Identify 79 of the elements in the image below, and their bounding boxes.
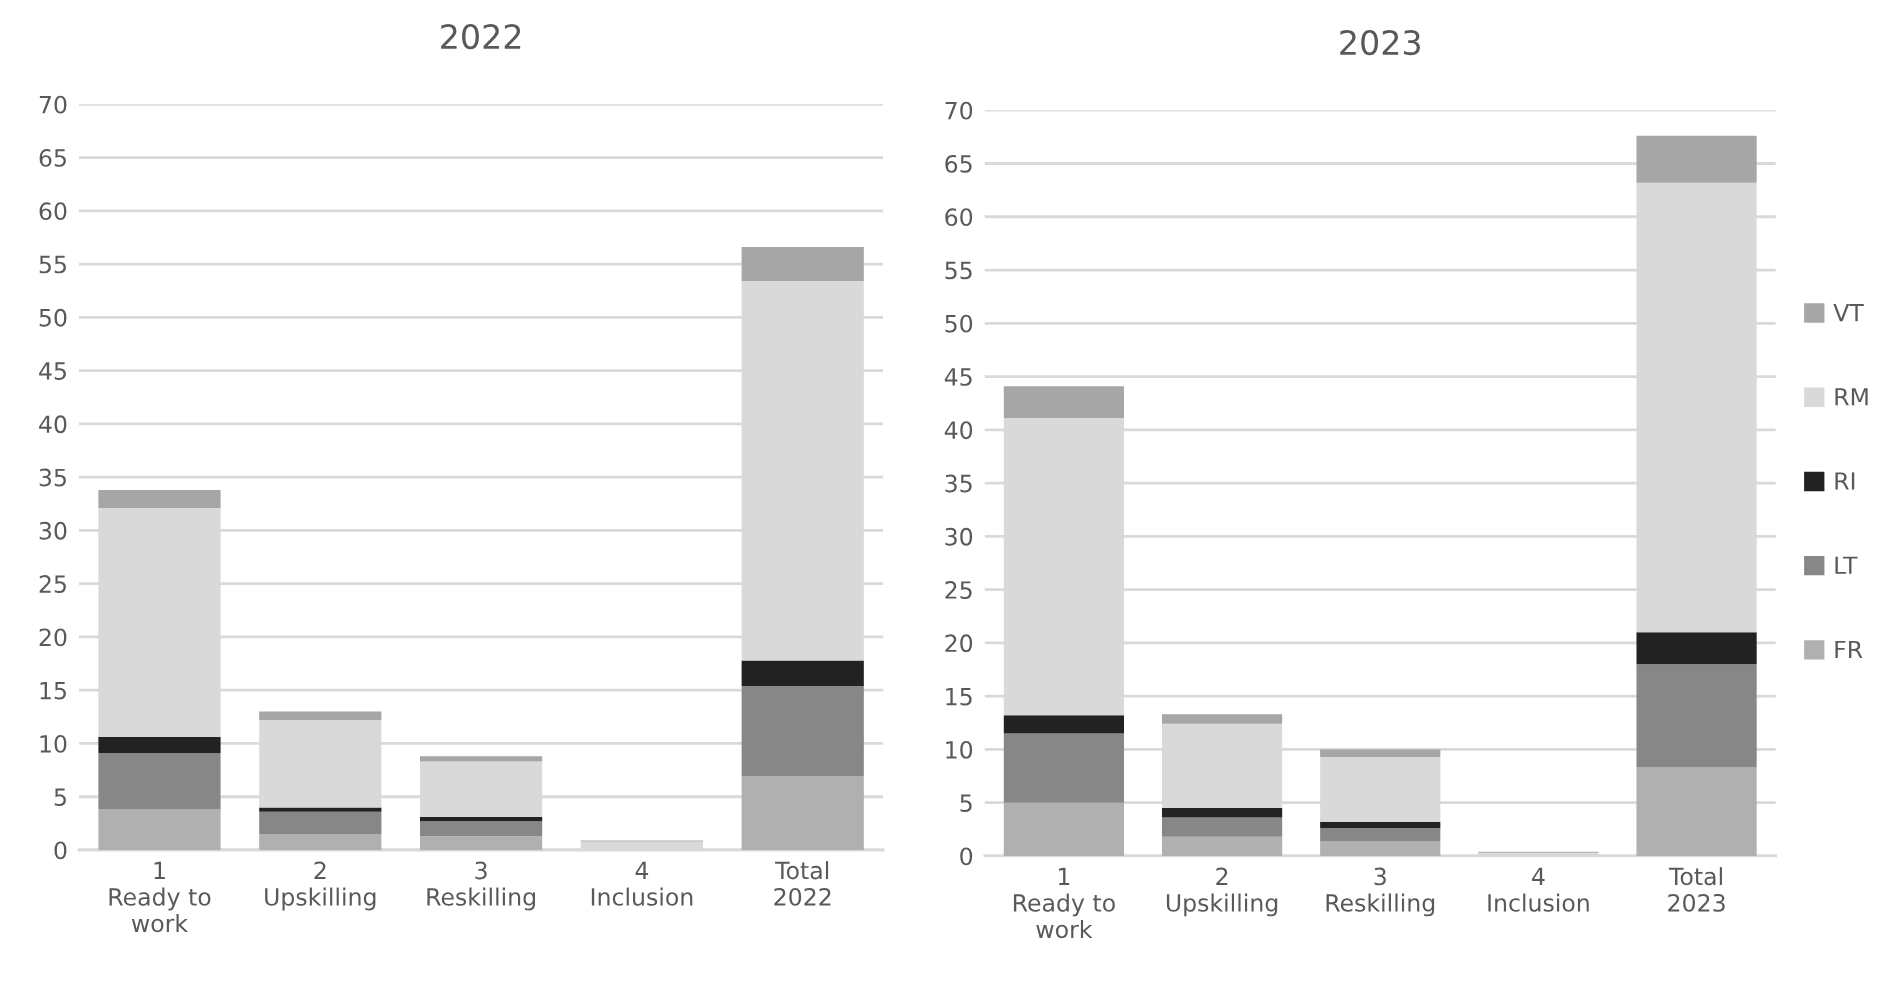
y-tick-label: 55 (39, 255, 66, 274)
y-tick-label: 45 (39, 362, 66, 380)
y-tick-label: 45 (944, 368, 972, 386)
y-tick-label: 55 (945, 261, 972, 280)
y-tick-label: 50 (945, 314, 973, 333)
chart-title: 2022 (441, 23, 521, 50)
y-tick-label: 15 (40, 681, 66, 700)
bar (1161, 836, 1283, 856)
bar (1003, 386, 1124, 419)
y-tick-label: 35 (39, 468, 66, 487)
x-tick-label: 1 Ready to work (109, 861, 211, 933)
bar (98, 809, 221, 851)
bar (741, 776, 864, 851)
bar (1320, 821, 1441, 829)
bar (1636, 632, 1757, 665)
y-tick-label: 20 (945, 634, 973, 653)
y-tick-label: 10 (40, 734, 67, 753)
y-tick-label: 60 (39, 202, 67, 221)
y-tick-label: 10 (946, 740, 973, 759)
y-tick-label: 25 (39, 575, 66, 593)
bar (741, 660, 864, 686)
bar (259, 811, 382, 835)
y-tick-label: 50 (39, 308, 67, 327)
y-tick-label: 0 (960, 847, 973, 866)
bar (420, 816, 543, 822)
bar (1320, 749, 1441, 757)
bar (1636, 767, 1757, 856)
bar (1003, 733, 1124, 803)
legend-label: LT (1835, 556, 1858, 574)
bar (259, 711, 382, 721)
y-tick-label: 40 (944, 421, 973, 440)
bar (98, 489, 221, 509)
y-tick-label: 5 (54, 788, 66, 807)
bar (741, 685, 864, 777)
y-tick-label: 70 (39, 95, 67, 114)
legend-label: FR (1835, 640, 1863, 659)
bar (1636, 135, 1757, 183)
bar (1003, 802, 1124, 856)
y-tick-label: 40 (39, 415, 67, 434)
bar (420, 836, 543, 851)
y-tick-label: 15 (946, 687, 972, 706)
x-tick-label: 1 Ready to work (1013, 867, 1115, 939)
y-tick-label: 5 (960, 794, 972, 812)
legend-label: VT (1833, 303, 1864, 322)
bar (420, 821, 543, 837)
bar (98, 753, 221, 810)
bar (98, 737, 221, 754)
bar (1320, 828, 1441, 842)
bar (1161, 817, 1283, 837)
x-tick-label: 2 Upskilling (1166, 867, 1278, 917)
bar (259, 807, 382, 812)
y-tick-label: 65 (945, 154, 972, 173)
bar (259, 834, 382, 851)
bar (420, 756, 543, 762)
y-tick-label: 25 (945, 581, 972, 599)
bar (1320, 841, 1441, 856)
bar (1003, 715, 1124, 734)
y-tick-label: 0 (54, 841, 67, 860)
x-tick-label: 3 Reskilling (427, 861, 535, 911)
legend-label: RI (1835, 472, 1855, 490)
y-tick-label: 60 (945, 208, 973, 227)
y-tick-label: 30 (945, 527, 973, 546)
x-tick-label: 4 Inclusion (1488, 867, 1589, 912)
x-tick-label: Total 2023 (1668, 867, 1725, 912)
legend-label: RM (1835, 388, 1868, 406)
bar (1636, 664, 1757, 768)
bar (1161, 714, 1283, 724)
bar (741, 247, 864, 282)
y-tick-label: 30 (39, 521, 67, 540)
y-tick-label: 35 (945, 474, 972, 493)
chart-title: 2023 (1340, 29, 1420, 56)
x-tick-label: 2 Upskilling (265, 861, 376, 911)
y-tick-label: 65 (39, 148, 66, 167)
x-tick-label: 3 Reskilling (1326, 867, 1435, 917)
x-tick-label: 4 Inclusion (591, 861, 693, 906)
bar (1161, 808, 1283, 818)
x-tick-label: Total 2022 (774, 861, 831, 906)
y-tick-label: 70 (945, 101, 973, 120)
y-tick-label: 20 (39, 628, 67, 647)
